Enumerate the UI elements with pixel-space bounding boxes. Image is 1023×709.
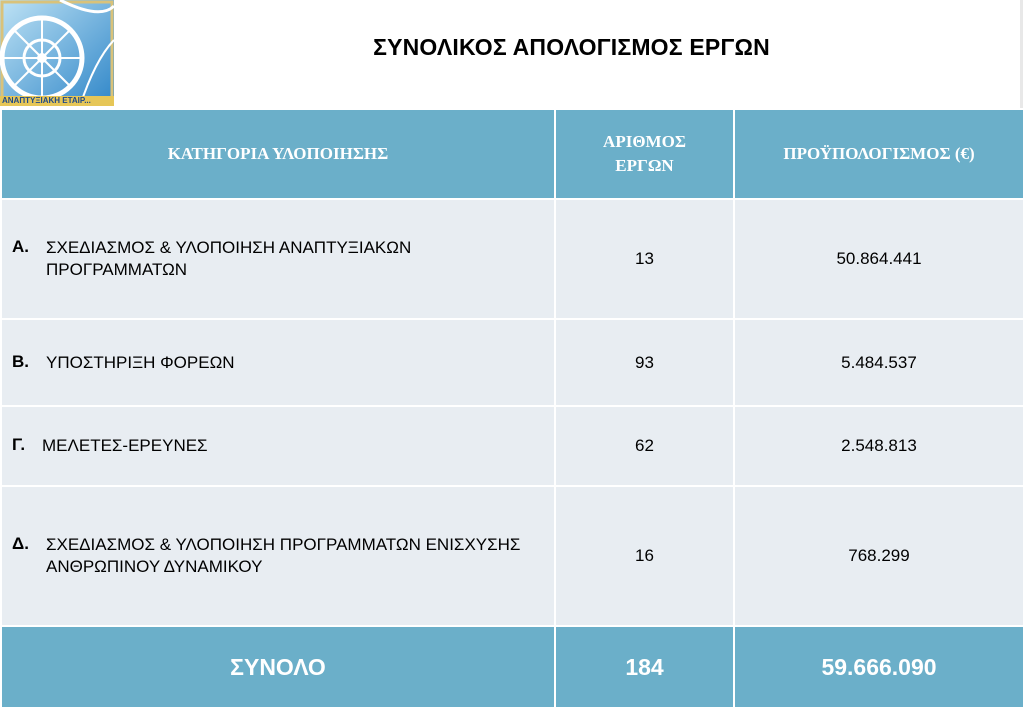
header-category: ΚΑΤΗΓΟΡΙΑ ΥΛΟΠΟΙΗΣΗΣ [0, 108, 556, 200]
row-category-cell: Β. ΥΠΟΣΤΗΡΙΞΗ ΦΟΡΕΩΝ [0, 318, 556, 407]
header-count-label: ΑΡΙΘΜΟΣ ΕΡΓΩΝ [603, 132, 686, 175]
table-header-row: ΚΑΤΗΓΟΡΙΑ ΥΛΟΠΟΙΗΣΗΣ ΑΡΙΘΜΟΣ ΕΡΓΩΝ ΠΡΟΫΠ… [0, 108, 1023, 200]
row-category-cell: Δ. ΣΧΕΔΙΑΣΜΟΣ & ΥΛΟΠΟΙΗΣΗ ΠΡΟΓΡΑΜΜΑΤΩΝ ΕΝ… [0, 485, 556, 627]
company-logo: ΑΝΑΠΤΥΞΙΑΚΗ ΕΤΑΙΡ... [0, 0, 114, 106]
row-budget: 768.299 [733, 485, 1023, 627]
row-count: 16 [554, 485, 735, 627]
logo-graphic [0, 0, 114, 106]
table-row: Γ. ΜΕΛΕΤΕΣ-ΕΡΕΥΝΕΣ 62 2.548.813 [0, 405, 1023, 487]
row-category-cell: Γ. ΜΕΛΕΤΕΣ-ΕΡΕΥΝΕΣ [0, 405, 556, 487]
header-count: ΑΡΙΘΜΟΣ ΕΡΓΩΝ [554, 108, 735, 200]
total-budget: 59.666.090 [733, 625, 1023, 709]
row-category: ΜΕΛΕΤΕΣ-ΕΡΕΥΝΕΣ [42, 436, 208, 455]
total-label: ΣΥΝΟΛΟ [0, 625, 556, 709]
page-title: ΣΥΝΟΛΙΚΟΣ ΑΠΟΛΟΓΙΣΜΟΣ ΕΡΓΩΝ [373, 34, 770, 60]
header-budget: ΠΡΟΫΠΟΛΟΓΙΣΜΟΣ (€) [733, 108, 1023, 200]
projects-summary-table: ΚΑΤΗΓΟΡΙΑ ΥΛΟΠΟΙΗΣΗΣ ΑΡΙΘΜΟΣ ΕΡΓΩΝ ΠΡΟΫΠ… [0, 108, 1023, 709]
row-count: 93 [554, 318, 735, 407]
table-row: Α. ΣΧΕΔΙΑΣΜΟΣ & ΥΛΟΠΟΙΗΣΗ ΑΝΑΠΤΥΞΙΑΚΩΝ ΠΡ… [0, 198, 1023, 320]
row-letter: Δ. [12, 534, 29, 553]
row-budget: 50.864.441 [733, 198, 1023, 320]
row-count: 13 [554, 198, 735, 320]
total-count: 184 [554, 625, 735, 709]
row-letter: Α. [12, 237, 29, 256]
row-budget: 2.548.813 [733, 405, 1023, 487]
row-budget: 5.484.537 [733, 318, 1023, 407]
row-category: ΣΧΕΔΙΑΣΜΟΣ & ΥΛΟΠΟΙΗΣΗ ΠΡΟΓΡΑΜΜΑΤΩΝ ΕΝΙΣ… [46, 535, 521, 576]
row-category: ΥΠΟΣΤΗΡΙΞΗ ΦΟΡΕΩΝ [46, 352, 235, 372]
row-category: ΣΧΕΔΙΑΣΜΟΣ & ΥΛΟΠΟΙΗΣΗ ΑΝΑΠΤΥΞΙΑΚΩΝ ΠΡΟΓ… [46, 238, 412, 279]
table-total-row: ΣΥΝΟΛΟ 184 59.666.090 [0, 625, 1023, 709]
table-row: Β. ΥΠΟΣΤΗΡΙΞΗ ΦΟΡΕΩΝ 93 5.484.537 [0, 318, 1023, 407]
row-category-cell: Α. ΣΧΕΔΙΑΣΜΟΣ & ΥΛΟΠΟΙΗΣΗ ΑΝΑΠΤΥΞΙΑΚΩΝ ΠΡ… [0, 198, 556, 320]
table-row: Δ. ΣΧΕΔΙΑΣΜΟΣ & ΥΛΟΠΟΙΗΣΗ ΠΡΟΓΡΑΜΜΑΤΩΝ ΕΝ… [0, 485, 1023, 627]
row-letter: Β. [12, 351, 29, 371]
logo-caption: ΑΝΑΠΤΥΞΙΑΚΗ ΕΤΑΙΡ... [2, 96, 91, 105]
row-count: 62 [554, 405, 735, 487]
row-letter: Γ. [12, 435, 26, 454]
